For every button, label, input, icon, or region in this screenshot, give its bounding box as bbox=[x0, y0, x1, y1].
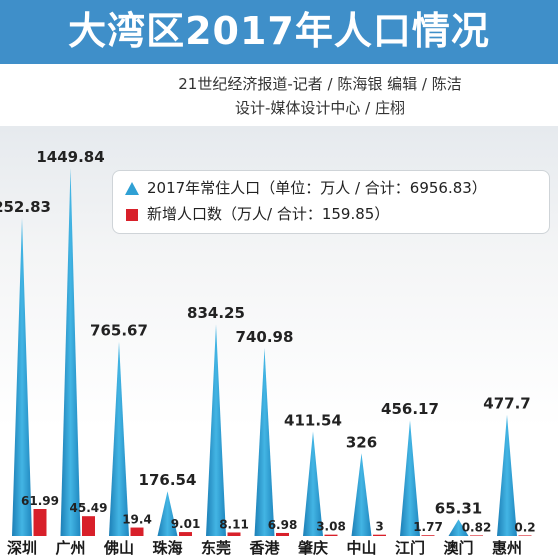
category-label: 江门 bbox=[395, 539, 425, 557]
population-peaks bbox=[12, 168, 517, 536]
population-value-label: 65.31 bbox=[435, 499, 482, 517]
population-peak-0 bbox=[12, 218, 32, 536]
category-labels: 深圳 广州 佛山 珠海 东莞 香港 肇庆 中山 江门 澳门 惠州 bbox=[7, 539, 522, 557]
legend-item-population: 2017年常住人口（单位：万人 / 合计：6956.83） bbox=[125, 177, 487, 199]
category-label: 佛山 bbox=[103, 539, 134, 557]
population-value-label: 456.17 bbox=[381, 400, 439, 418]
new-population-bar-1 bbox=[82, 516, 95, 536]
category-label: 中山 bbox=[346, 539, 376, 557]
new-population-bars bbox=[33, 509, 532, 536]
new-population-value-label: 9.01 bbox=[171, 517, 201, 531]
population-peak-4 bbox=[206, 324, 226, 536]
new-population-value-label: 61.99 bbox=[21, 494, 59, 508]
new-population-value-label: 3 bbox=[375, 520, 383, 534]
population-peak-7 bbox=[351, 453, 372, 536]
population-value-label: 176.54 bbox=[139, 471, 197, 489]
new-population-value-label: 1.77 bbox=[413, 520, 443, 534]
new-population-bar-2 bbox=[130, 527, 144, 536]
credit-line-reporter: 21世纪经济报道-记者 / 陈海银 编辑 / 陈洁 bbox=[178, 75, 462, 93]
triangle-icon bbox=[125, 182, 139, 195]
legend-unit-population: （单位：万人 / 合计：6956.83） bbox=[260, 179, 487, 197]
population-value-label: 1449.84 bbox=[36, 148, 104, 166]
population-peak-3 bbox=[157, 491, 178, 536]
population-peak-1 bbox=[60, 168, 81, 536]
data-labels: 252.83 61.99 1449.84 45.49 765.67 19.4 176.54 9… bbox=[0, 148, 536, 534]
new-population-value-label: 3.08 bbox=[316, 520, 346, 534]
population-value-label: 326 bbox=[346, 433, 377, 451]
new-population-bar-8 bbox=[421, 535, 435, 536]
category-label: 惠州 bbox=[492, 539, 522, 557]
title-banner bbox=[0, 0, 558, 64]
new-population-value-label: 45.49 bbox=[70, 501, 108, 515]
new-population-value-label: 0.2 bbox=[514, 520, 535, 534]
population-peak-10 bbox=[497, 414, 517, 536]
population-peak-6 bbox=[303, 431, 323, 536]
category-label: 肇庆 bbox=[297, 539, 328, 557]
category-label: 广州 bbox=[55, 539, 85, 557]
legend-label-population: 2017年常住人口 bbox=[147, 179, 261, 197]
category-label: 珠海 bbox=[152, 539, 182, 557]
legend-unit-new-population: （万人/ 合计：159.85） bbox=[222, 205, 390, 223]
population-peak-9 bbox=[448, 519, 469, 536]
category-label: 深圳 bbox=[7, 539, 37, 557]
page-title: 大湾区2017年人口情况 bbox=[68, 9, 490, 53]
credit-line-design: 设计-媒体设计中心 / 庄栩 bbox=[234, 99, 405, 117]
new-population-bar-10 bbox=[518, 535, 532, 536]
legend-item-new-population: 新增人口数（万人/ 合计：159.85） bbox=[125, 203, 389, 225]
population-peak-8 bbox=[400, 420, 420, 536]
population-peak-5 bbox=[254, 347, 275, 536]
new-population-value-label: 0.82 bbox=[462, 520, 492, 534]
new-population-bar-7 bbox=[373, 534, 386, 536]
category-label: 香港 bbox=[249, 539, 280, 557]
population-peak-2 bbox=[109, 341, 129, 536]
new-population-bar-4 bbox=[227, 532, 241, 536]
new-population-bar-3 bbox=[179, 532, 192, 536]
new-population-value-label: 8.11 bbox=[219, 517, 249, 531]
population-value-label: 765.67 bbox=[90, 322, 148, 340]
category-label: 澳门 bbox=[443, 539, 473, 557]
population-value-label: 834.25 bbox=[187, 304, 245, 322]
new-population-bar-5 bbox=[276, 532, 289, 536]
category-label: 东莞 bbox=[201, 539, 231, 557]
population-value-label: 740.98 bbox=[236, 328, 294, 346]
legend-label-new-population: 新增人口数 bbox=[147, 205, 223, 223]
new-population-bar-0 bbox=[33, 509, 47, 536]
legend: 2017年常住人口（单位：万人 / 合计：6956.83） 新增人口数（万人/ … bbox=[112, 170, 550, 234]
new-population-bar-9 bbox=[470, 535, 483, 536]
population-value-label: 411.54 bbox=[284, 412, 342, 430]
new-population-bar-6 bbox=[324, 534, 338, 536]
square-icon bbox=[126, 208, 138, 221]
population-value-label: 252.83 bbox=[0, 198, 51, 216]
population-value-label: 477.7 bbox=[483, 395, 530, 413]
new-population-value-label: 6.98 bbox=[268, 518, 298, 532]
new-population-value-label: 19.4 bbox=[122, 513, 152, 527]
